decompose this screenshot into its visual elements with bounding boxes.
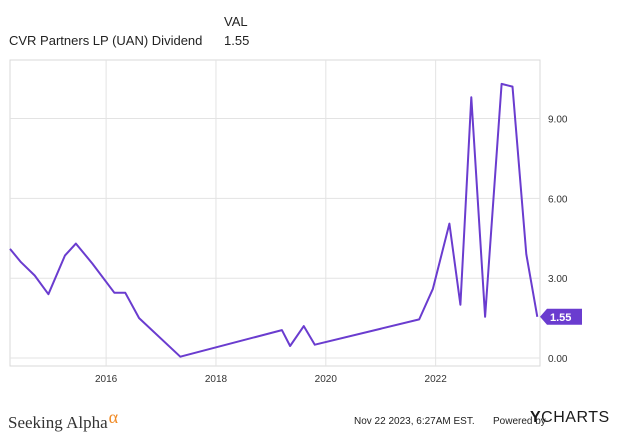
ycharts-logo: YCHARTS <box>530 409 610 427</box>
legend-series-row[interactable]: CVR Partners LP (UAN) Dividend 1.55 <box>9 31 249 50</box>
series-line[interactable] <box>9 82 539 358</box>
seeking-alpha-logo: Seeking Alphaα <box>8 407 118 433</box>
x-tick-label: 2016 <box>95 374 118 385</box>
legend-value-header: VAL <box>224 14 248 29</box>
x-tick-label: 2018 <box>205 374 228 385</box>
line-chart: 0.00 3.00 6.00 9.00 2016 2018 2020 2022 1.55 <box>9 59 582 385</box>
y-axis: 0.00 3.00 6.00 9.00 <box>548 115 568 365</box>
timestamp: Nov 22 2023, 6:27AM EST. <box>354 416 475 427</box>
x-tick-label: 2022 <box>425 374 448 385</box>
ycharts-text: CHARTS <box>541 409 610 426</box>
legend-series-name: CVR Partners LP (UAN) Dividend <box>9 33 203 48</box>
y-tick-label: 6.00 <box>548 194 568 205</box>
alpha-icon: α <box>108 407 119 427</box>
ycharts-y: Y <box>530 409 542 426</box>
legend-series-value: 1.55 <box>224 33 250 48</box>
legend: VAL CVR Partners LP (UAN) Dividend 1.55 <box>9 12 249 50</box>
y-tick-label: 3.00 <box>548 274 568 285</box>
plot-frame <box>9 59 541 367</box>
x-axis: 2016 2018 2020 2022 <box>95 374 447 385</box>
grid <box>10 60 540 366</box>
end-value-tag <box>540 308 582 325</box>
y-tick-label: 0.00 <box>548 354 568 365</box>
brand-text: Seeking Alpha <box>8 413 108 432</box>
powered-by-text: Powered by <box>493 416 546 427</box>
y-tick-label: 9.00 <box>548 115 568 126</box>
end-value-text: 1.55 <box>550 312 571 324</box>
legend-header-row: VAL <box>9 12 249 31</box>
end-value-label: 1.55 <box>540 308 582 325</box>
footer: Seeking Alphaα Nov 22 2023, 6:27AM EST. … <box>0 395 635 435</box>
x-tick-label: 2020 <box>315 374 338 385</box>
